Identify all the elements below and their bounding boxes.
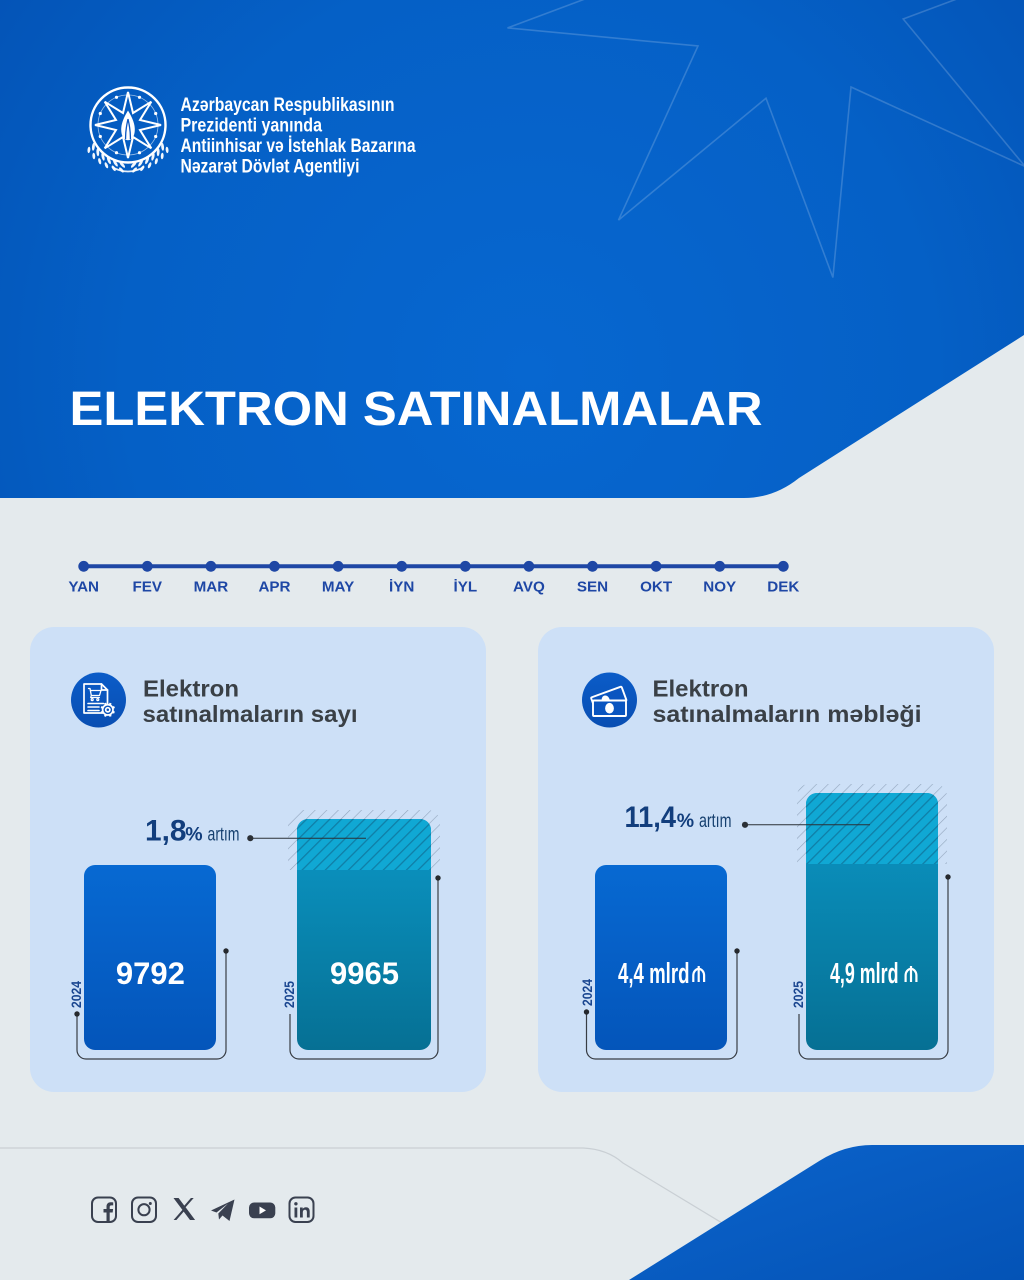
- svg-text:2025: 2025: [791, 981, 806, 1008]
- svg-text:%: %: [185, 824, 202, 846]
- svg-text:2025: 2025: [282, 981, 297, 1008]
- svg-text:%: %: [677, 810, 694, 832]
- svg-text:Antiinhisar və İstehlak Bazarı: Antiinhisar və İstehlak Bazarına: [181, 136, 416, 157]
- svg-text:11,4: 11,4: [625, 801, 677, 834]
- svg-text:2024: 2024: [580, 979, 595, 1006]
- svg-text:9792: 9792: [116, 955, 185, 991]
- svg-text:İYN: İYN: [389, 579, 414, 596]
- svg-text:APR: APR: [258, 579, 290, 596]
- svg-text:4,9 mlrd: 4,9 mlrd: [830, 958, 899, 990]
- svg-text:Elektron: Elektron: [143, 676, 239, 702]
- svg-text:SEN: SEN: [577, 579, 608, 596]
- svg-text:NOY: NOY: [703, 579, 736, 596]
- svg-text:satınalmaların sayı: satınalmaların sayı: [143, 701, 358, 727]
- svg-text:İYL: İYL: [453, 579, 477, 596]
- svg-text:Azərbaycan Respublikasının: Azərbaycan Respublikasının: [181, 95, 395, 116]
- svg-text:Nəzarət Dövlət Agentliyi: Nəzarət Dövlət Agentliyi: [181, 157, 360, 178]
- svg-text:OKT: OKT: [640, 579, 673, 596]
- svg-text:AVQ: AVQ: [513, 579, 545, 596]
- svg-text:artım: artım: [208, 825, 240, 846]
- svg-text:Prezidenti yanında: Prezidenti yanında: [181, 116, 323, 137]
- svg-text:ELEKTRON SATINALMALAR: ELEKTRON SATINALMALAR: [70, 382, 763, 436]
- svg-text:YAN: YAN: [68, 579, 99, 596]
- svg-text:MAY: MAY: [322, 579, 354, 596]
- svg-text:4,4 mlrd: 4,4 mlrd: [618, 958, 690, 990]
- svg-text:DEK: DEK: [767, 579, 799, 596]
- svg-text:Elektron: Elektron: [653, 676, 749, 702]
- svg-text:artım: artım: [699, 811, 732, 832]
- svg-text:satınalmaların məbləği: satınalmaların məbləği: [653, 701, 922, 727]
- svg-text:2024: 2024: [69, 981, 84, 1008]
- svg-text:FEV: FEV: [133, 579, 163, 596]
- svg-text:1,8: 1,8: [145, 815, 187, 848]
- svg-text:9965: 9965: [330, 955, 399, 991]
- svg-text:MAR: MAR: [194, 579, 229, 596]
